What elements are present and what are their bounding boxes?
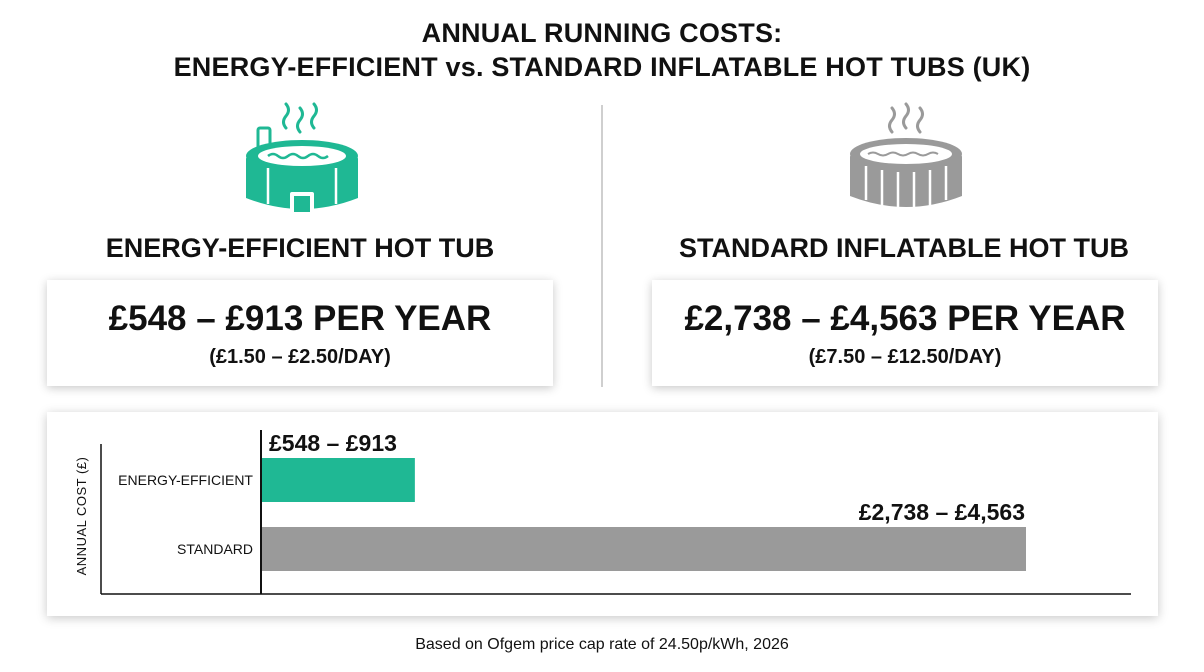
footnote: Based on Ofgem price cap rate of 24.50p/… (415, 636, 789, 653)
column-divider (601, 105, 603, 387)
y-axis-label: ANNUAL COST (£) (74, 457, 89, 576)
hot-tub-icon (246, 102, 358, 212)
category-label: ENERGY-EFFICIENT (118, 472, 253, 488)
standard-heading: STANDARD INFLATABLE HOT TUB (679, 233, 1129, 263)
chart-title-line-2: ENERGY-EFFICIENT vs. STANDARD INFLATABLE… (173, 52, 1031, 82)
bar-chart: ANNUAL COST (£) ENERGY-EFFICIENT £548 – £9… (74, 430, 1131, 595)
hot-tub-icon (850, 102, 962, 208)
data-label: £2,738 – £4,563 (859, 499, 1025, 525)
efficient-daily-cost: (£1.50 – £2.50/DAY) (209, 346, 391, 368)
chart-panel: ANNUAL COST (£) ENERGY-EFFICIENT £548 – £9… (47, 412, 1158, 616)
bar-standard (262, 527, 1026, 571)
efficient-heading: ENERGY-EFFICIENT HOT TUB (105, 233, 495, 263)
chart-title-line-1: ANNUAL RUNNING COSTS: (421, 18, 783, 48)
standard-daily-cost: (£7.50 – £12.50/DAY) (808, 346, 1002, 368)
standard-cost-card: £2,738 – £4,563 PER YEAR (£7.50 – £12.50… (652, 280, 1158, 386)
bar-energy-efficient (262, 458, 415, 502)
standard-annual-cost: £2,738 – £4,563 PER YEAR (684, 299, 1126, 338)
data-label: £548 – £913 (269, 430, 397, 456)
efficient-annual-cost: £548 – £913 PER YEAR (108, 299, 492, 338)
category-label: STANDARD (177, 541, 253, 557)
efficient-cost-card: £548 – £913 PER YEAR (£1.50 – £2.50/DAY) (47, 280, 553, 386)
